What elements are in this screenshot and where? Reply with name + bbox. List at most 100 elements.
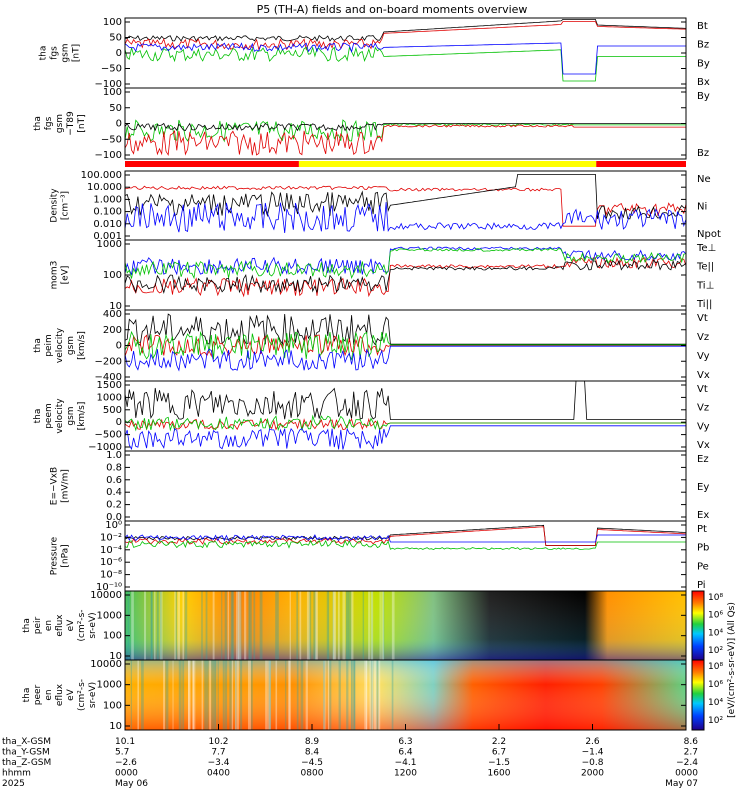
spectrogram-streak (338, 660, 341, 730)
x-row-label: 2025 (2, 779, 25, 789)
trace-fgs_gsm_dev-Bt (124, 122, 686, 132)
x-tick-label: May 07 (665, 779, 698, 789)
y-tick-label-density: 100.000 (81, 170, 122, 181)
x-tick-label: 0800 (301, 769, 324, 779)
spectrogram-streak (316, 591, 318, 660)
legend-temp-0: Te⊥ (696, 243, 716, 254)
spectrogram-streak (275, 591, 278, 660)
trace-peem_vel-Vy (124, 414, 686, 432)
legend-density-1: Ni (697, 202, 707, 213)
spectrogram-streak (350, 591, 354, 660)
legend-fgs_gsm_dev-1: Bz (697, 148, 709, 159)
trace-peem_vel-Vt (124, 380, 686, 420)
spectrogram-streak (313, 591, 317, 660)
trace-temp-Te (124, 256, 687, 298)
spectrogram-streak (182, 660, 185, 730)
panel-peir_spec: 10000 1000 100 10 tha peir en eflux eV (cm²-s-sr-… (22, 590, 687, 662)
spectrogram-streak (213, 660, 216, 730)
spectrogram-streak (244, 591, 247, 660)
y-tick-label-pressure: 10⁻² (100, 532, 122, 543)
spectrogram-streak (130, 660, 132, 730)
spectrogram-streak (265, 660, 268, 730)
spectrogram-streak (332, 591, 334, 660)
legend-temp-3: Ti|| (696, 299, 712, 310)
spectrogram-streak (362, 591, 365, 660)
y-tick-label-peir_spec: 1000 (97, 610, 122, 621)
legend-fgs_gsm-0: Bt (697, 21, 708, 32)
region-segment-2 (596, 161, 686, 167)
region-segment-0 (125, 161, 299, 167)
spectrogram-streak (289, 591, 291, 660)
y-tick-label-peem_vel: 1500 (97, 380, 122, 391)
panel-peim_vel: 400 200 0 −200 −400 tha peim velocity gsm [km/s] V… (33, 309, 710, 383)
spectrogram-streak (177, 591, 180, 660)
x-tick-label: 6.3 (398, 737, 412, 747)
y-axis-label-peir_spec: en (44, 620, 54, 631)
y-tick-label-efield: 0.8 (106, 462, 122, 473)
legend-pressure-2: Pe (697, 561, 709, 572)
spectrogram-streak (391, 591, 395, 660)
y-tick-label-fgs_gsm: −100 (95, 79, 122, 90)
y-tick-label-temp: 100 (103, 270, 122, 281)
y-tick-label-temp: 10 (109, 301, 122, 312)
y-axis-label-peir_spec: eV (66, 619, 76, 632)
y-tick-label-peim_vel: 0 (116, 341, 122, 352)
legend-peem_vel-0: Vt (697, 384, 708, 395)
trace-temp-Ti (124, 246, 687, 276)
trace-fgs_gsm-Bt (124, 19, 687, 42)
legend-fgs_gsm-2: By (697, 58, 710, 69)
y-axis-label-peer_spec: sr-eV) (88, 682, 98, 708)
x-tick-label: 2000 (581, 769, 604, 779)
spectrogram-streak (227, 591, 230, 660)
spectrogram-streak (268, 660, 271, 730)
legend-peim_vel-3: Vx (697, 370, 710, 381)
trace-fgs_gsm_dev-Bz (124, 124, 686, 156)
spectrogram-streak (209, 660, 212, 730)
spectrogram-streak (300, 660, 304, 730)
panel-frame-efield (124, 450, 687, 522)
y-axis-label-efield: E=−VxB (50, 467, 60, 505)
spectrogram-streak (369, 660, 371, 730)
colorbar-tick-label: 10² (708, 646, 723, 656)
y-axis-label-fgs_gsm_dev: [nT] (77, 114, 87, 132)
spectrogram-streak (275, 660, 278, 730)
spectrogram-streak (159, 591, 163, 660)
y-tick-label-peem_vel: 1000 (97, 392, 122, 403)
spectrogram-streak (346, 591, 350, 660)
x-tick-label: 10.1 (115, 737, 135, 747)
spectrogram-streak (350, 660, 352, 730)
y-tick-label-peer_spec: 100 (103, 700, 122, 711)
spectrogram-streak (370, 660, 374, 730)
spectrogram-streak (248, 591, 251, 660)
x-tick-label: −0.8 (582, 758, 604, 768)
spectrogram-streak (212, 591, 215, 660)
panel-fgs_gsm: 100 50 0 −50 −100 tha fgs gsm [nT] Bt Bz By Bx (39, 17, 710, 90)
legend-pressure-3: Pi (697, 580, 706, 591)
y-tick-label-pressure: 10⁰ (105, 520, 122, 531)
y-axis-label-fgs_gsm: fgs (50, 46, 60, 60)
y-tick-label-fgs_gsm_dev: −50 (101, 134, 122, 145)
y-axis-label-peir_spec: peir (33, 616, 43, 634)
y-axis-label-fgs_gsm_dev: −T89 (66, 111, 76, 136)
spectrogram-streak (269, 660, 271, 730)
y-axis-label-peim_vel: tha (33, 338, 43, 353)
spectrogram-streak (296, 660, 299, 730)
colorbar-1 (691, 590, 705, 661)
spectrogram-streak (259, 591, 263, 660)
chart-title: P5 (TH-A) fields and on-board moments ov… (257, 3, 528, 16)
spectrogram-streak (289, 660, 291, 730)
trace-temp-Ti (124, 247, 687, 280)
y-axis-label-fgs_gsm: tha (39, 46, 49, 61)
x-tick-label: 10.2 (208, 737, 228, 747)
colorbar-tick-label: 10⁴ (708, 628, 723, 638)
legend-temp-2: Ti⊥ (696, 280, 714, 291)
colorbar-2 (691, 659, 705, 731)
trace-density-Ni (124, 174, 687, 220)
spectrogram-streak (224, 591, 227, 660)
spectrogram-streak (163, 660, 166, 730)
spectrogram-streak (184, 591, 188, 660)
colorbar-tick-label: 10⁸ (708, 662, 723, 672)
y-axis-label-peer_spec: en (44, 689, 54, 700)
spectrogram-streak (305, 660, 308, 730)
spectrogram-streak (229, 660, 232, 730)
